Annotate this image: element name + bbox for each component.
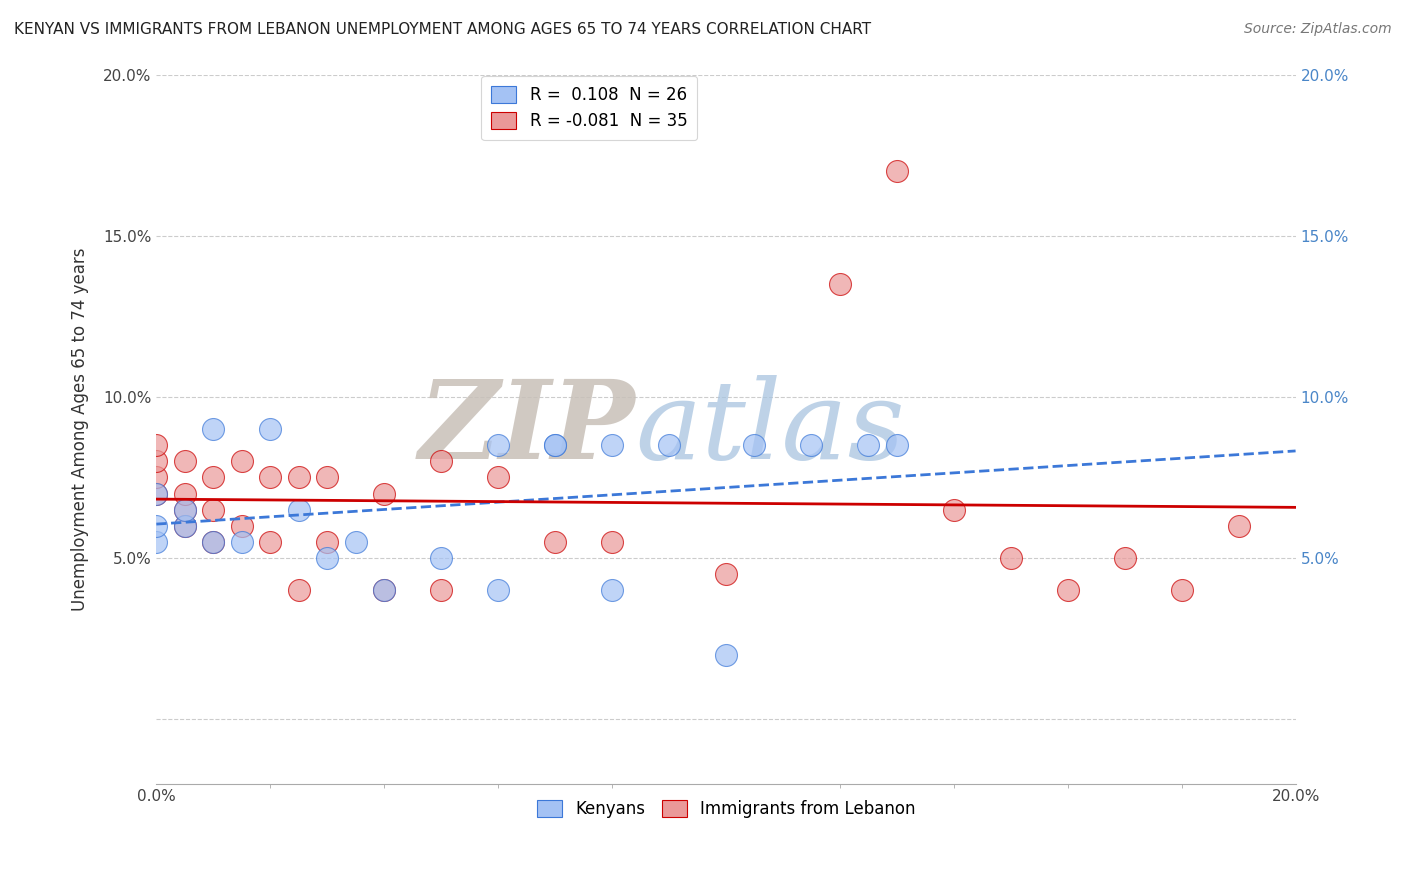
Point (486, 470, 509, 484)
Point (430, 551, 453, 566)
Point (373, 583, 395, 598)
Point (430, 454, 453, 468)
Point (259, 470, 281, 484)
Point (1114, 551, 1136, 566)
Point (600, 438, 623, 452)
Point (202, 535, 225, 549)
Point (886, 438, 908, 452)
Point (344, 535, 367, 549)
Point (942, 502, 965, 516)
Point (173, 519, 195, 533)
Point (202, 422, 225, 436)
Point (145, 486, 167, 500)
Point (600, 535, 623, 549)
Point (231, 535, 253, 549)
Point (886, 164, 908, 178)
Point (145, 486, 167, 500)
Point (231, 519, 253, 533)
Point (145, 470, 167, 484)
Point (486, 438, 509, 452)
Point (259, 422, 281, 436)
Point (145, 438, 167, 452)
Text: ZIP: ZIP (418, 376, 636, 483)
Point (373, 486, 395, 500)
Point (316, 551, 339, 566)
Point (173, 502, 195, 516)
Point (202, 502, 225, 516)
Point (430, 583, 453, 598)
Point (373, 583, 395, 598)
Y-axis label: Unemployment Among Ages 65 to 74 years: Unemployment Among Ages 65 to 74 years (72, 247, 89, 611)
Legend: Kenyans, Immigrants from Lebanon: Kenyans, Immigrants from Lebanon (530, 794, 922, 825)
Point (316, 535, 339, 549)
Point (1227, 519, 1250, 533)
Point (287, 470, 309, 484)
Point (202, 535, 225, 549)
Point (316, 470, 339, 484)
Point (800, 438, 823, 452)
Point (486, 583, 509, 598)
Point (544, 535, 567, 549)
Point (259, 535, 281, 549)
Point (231, 454, 253, 468)
Point (287, 502, 309, 516)
Text: KENYAN VS IMMIGRANTS FROM LEBANON UNEMPLOYMENT AMONG AGES 65 TO 74 YEARS CORRELA: KENYAN VS IMMIGRANTS FROM LEBANON UNEMPL… (14, 22, 872, 37)
Point (1056, 583, 1078, 598)
Point (145, 519, 167, 533)
Point (714, 567, 737, 582)
Point (1170, 583, 1192, 598)
Point (858, 438, 880, 452)
Point (173, 502, 195, 516)
Point (600, 583, 623, 598)
Point (173, 454, 195, 468)
Point (1000, 551, 1022, 566)
Point (658, 438, 681, 452)
Point (173, 519, 195, 533)
Point (145, 454, 167, 468)
Point (173, 486, 195, 500)
Text: Source: ZipAtlas.com: Source: ZipAtlas.com (1244, 22, 1392, 37)
Point (714, 648, 737, 662)
Point (828, 277, 851, 291)
Point (145, 535, 167, 549)
Point (202, 470, 225, 484)
Point (287, 583, 309, 598)
Point (544, 438, 567, 452)
Text: atlas: atlas (636, 376, 904, 483)
Point (744, 438, 766, 452)
Point (544, 438, 567, 452)
